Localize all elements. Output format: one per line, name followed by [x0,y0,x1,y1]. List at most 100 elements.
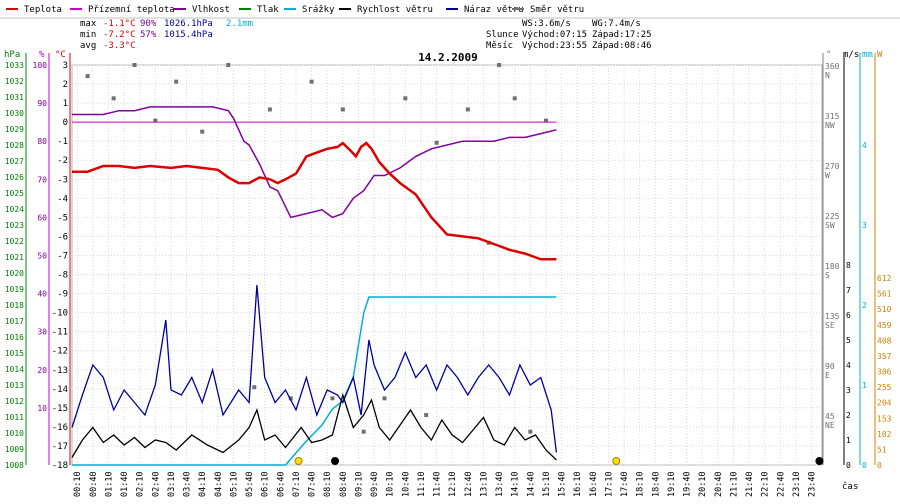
legend: Teplota Přízemní teplota Vlhkost Tlak Srážky… [0,5,900,19]
direction-tick-value: 360 [825,62,840,71]
humidity-tick-label: 90 [37,99,47,108]
time-tick-label: 17:10 [604,471,614,497]
solar-tick-label: 561 [877,290,892,299]
gust-line [71,284,558,453]
solar-tick-label: 510 [877,305,892,314]
pressure-unit: hPa [4,50,20,60]
legend-label: Rychlost větru [357,5,433,15]
direction-tick-compass: SW [825,221,835,230]
stat-min-temp: -7.2°C [103,30,136,40]
humidity-tick-label: 40 [37,290,47,299]
time-tick-label: 16:40 [589,471,599,497]
time-tick-label: 15:40 [558,471,568,497]
time-tick-label: 10:10 [386,471,396,497]
time-tick-label: 07:40 [308,471,318,497]
humidity-tick-label: 80 [37,137,47,146]
time-tick-label: 06:40 [276,471,286,497]
direction-point [465,107,470,112]
solar-tick-label: 459 [877,321,892,330]
pressure-tick-label: 1025 [5,189,24,198]
time-tick-label: 11:10 [417,471,427,497]
direction-tick-value: 270 [825,162,840,171]
sunrise-marker [294,457,303,465]
stat-min-pressure: 1015.4hPa [164,30,213,40]
direction-tick-value: 90 [825,362,835,371]
pressure-tick-label: 1018 [5,301,24,310]
wind-tick-label: 4 [846,361,851,370]
time-tick-label: 14:10 [511,471,521,497]
time-tick-label: 22:10 [761,471,771,497]
direction-tick-value: 45 [825,412,835,421]
stat-max-label: max [80,19,97,29]
pressure-tick-label: 1032 [5,77,24,86]
rain-tick-label: 0 [862,461,867,470]
solar-tick-label: 153 [877,414,892,423]
rain-tick-label: 3 [862,221,867,230]
direction-tick-compass: SE [825,321,835,330]
time-tick-label: 02:10 [136,471,146,497]
pressure-tick-label: 1013 [5,381,24,390]
direction-tick-compass: W [825,171,830,180]
stats-block: max -1.1°C 90% 1026.1hPa 2.1mm min -7.2°… [80,19,253,51]
time-tick-label: 15:10 [542,471,552,497]
temp-tick-label: -8 [57,271,68,281]
sunset-marker [612,457,621,465]
direction-point [340,107,345,112]
solar-tick-label: 357 [877,352,892,361]
temp-tick-label: -14 [52,385,68,395]
stat-max-temp: -1.1°C [103,19,136,29]
temp-unit: °C [55,50,66,60]
time-tick-label: 01:10 [104,471,114,497]
direction-point [403,96,408,101]
humidity-tick-label: 100 [33,61,48,70]
direction-unit: ° [826,50,831,60]
time-tick-label: 18:10 [636,471,646,497]
time-tick-label: 03:40 [183,471,193,497]
time-tick-label: 23:10 [792,471,802,497]
direction-tick-value: 135 [825,312,840,321]
pressure-tick-label: 1030 [5,109,24,118]
time-tick-label: 06:10 [261,471,271,497]
pressure-tick-label: 1028 [5,141,24,150]
temp-tick-label: 3 [63,61,68,71]
time-tick-label: 20:10 [698,471,708,497]
stat-max-pressure: 1026.1hPa [164,19,213,29]
time-tick-label: 11:40 [433,471,443,497]
pressure-tick-label: 1027 [5,157,24,166]
direction-point [543,118,548,123]
axes: 3210-1-2-3-4-5-6-7-8-9-10-11-12-13-14-15… [4,50,892,497]
direction-point [330,396,335,401]
humidity-tick-label: 70 [37,175,47,184]
direction-tick-compass: NE [825,421,835,430]
pressure-tick-label: 1033 [5,61,24,70]
direction-point [132,63,137,67]
legend-label: Směr větru [530,5,584,15]
rain-tick-label: 4 [862,141,867,150]
pressure-tick-label: 1009 [5,445,24,454]
info-block: WS:3.6m/s WG:7.4m/s Slunce Východ:07:15 … [486,19,652,51]
direction-point [361,429,366,434]
moonrise-marker [815,457,824,465]
temp-tick-label: -6 [57,232,68,242]
temp-tick-label: -4 [57,194,68,204]
info-moonrise: Východ:23:55 [522,41,587,51]
direction-tick-compass: E [825,371,830,380]
direction-point [85,74,90,79]
time-tick-label: 00:10 [73,471,83,497]
time-tick-label: 08:10 [323,471,333,497]
time-tick-label: 09:10 [354,471,364,497]
legend-label: Vlhkost [192,5,230,15]
time-tick-label: 02:40 [151,471,161,497]
stat-avg-label: avg [80,41,96,51]
direction-point [424,413,429,417]
wind-tick-label: 5 [846,336,851,345]
stat-max-humidity: 90% [140,19,157,29]
wind-tick-label: 1 [846,436,851,445]
pressure-tick-label: 1015 [5,349,24,358]
info-sun-label: Slunce [486,30,519,40]
direction-point [153,118,158,123]
time-tick-label: 21:40 [745,471,755,497]
temp-tick-label: -9 [57,290,68,300]
time-tick-label: 09:40 [370,471,380,497]
legend-label: Náraz větru [464,5,524,15]
